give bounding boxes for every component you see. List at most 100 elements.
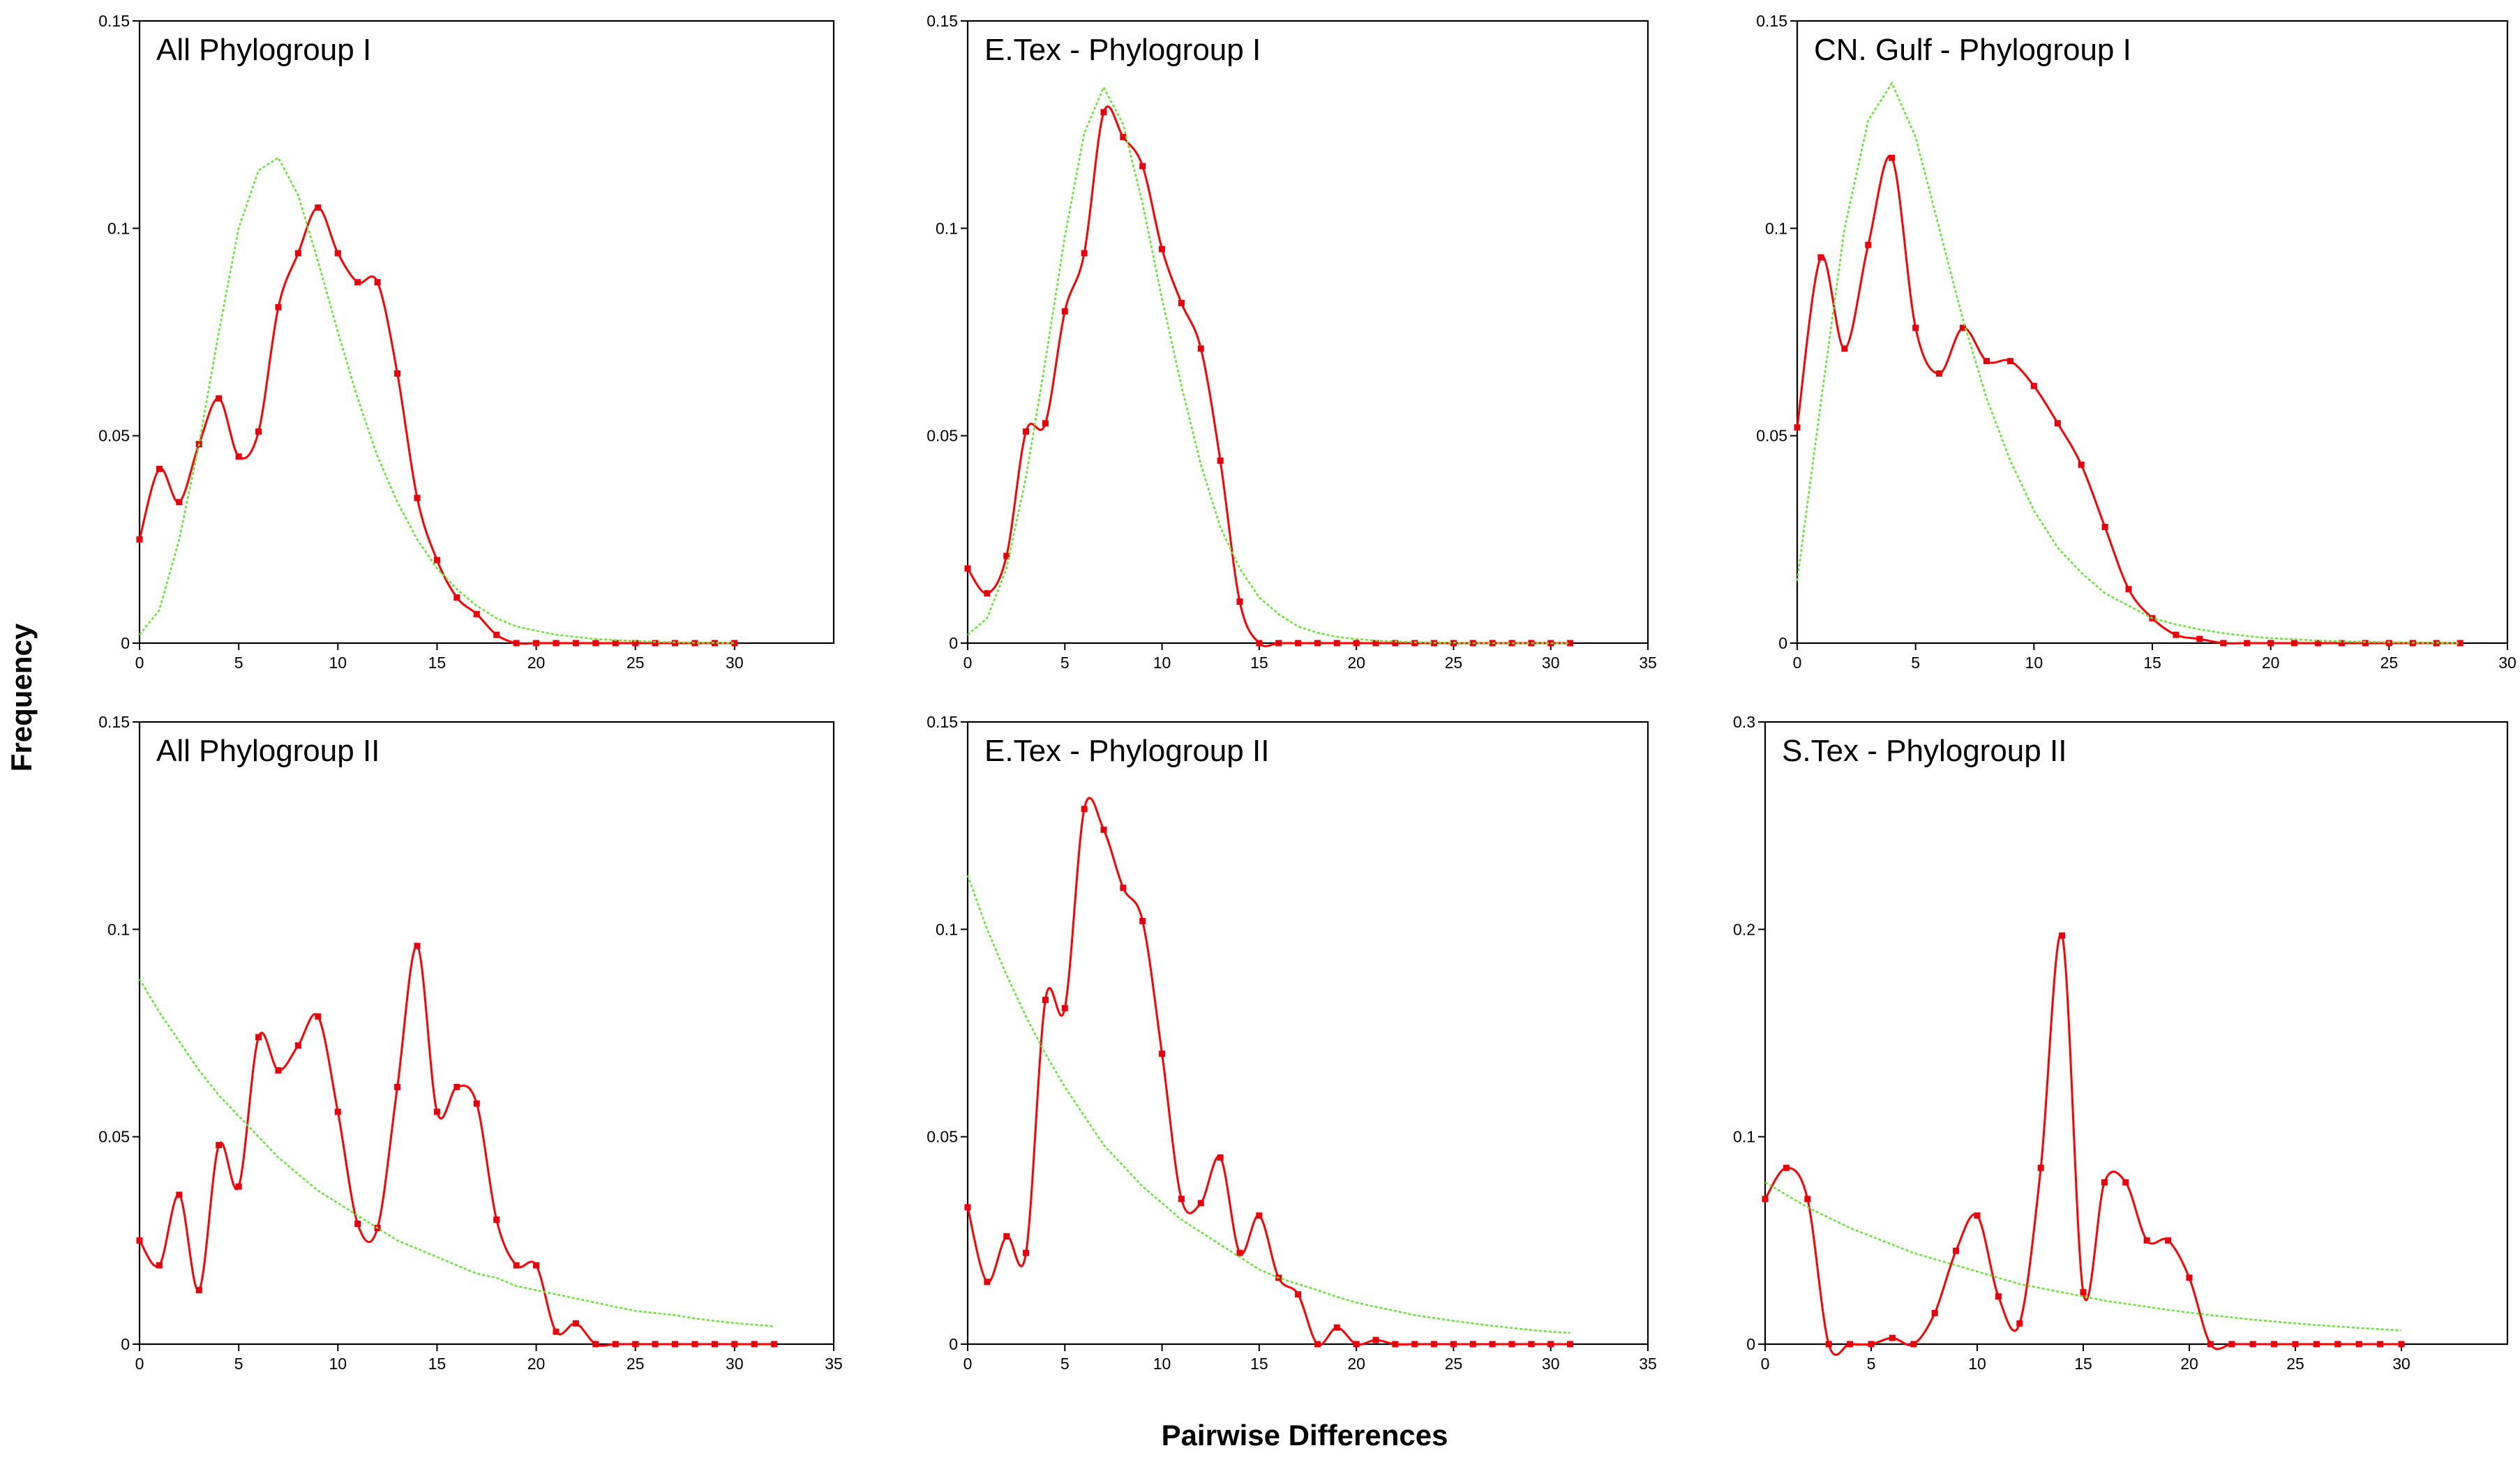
panel-title: All Phylogroup I: [156, 33, 371, 67]
observed-point: [964, 1204, 971, 1211]
observed-point: [2271, 1341, 2278, 1348]
observed-point: [136, 1237, 143, 1244]
observed-point: [1275, 640, 1282, 647]
observed-point: [2398, 1341, 2405, 1348]
y-tick-label: 0.15: [927, 12, 958, 30]
observed-point: [1372, 640, 1379, 647]
observed-point: [2362, 640, 2369, 647]
observed-point: [1178, 1196, 1185, 1203]
observed-point: [1061, 1004, 1068, 1011]
x-tick-label: 30: [2498, 654, 2517, 672]
observed-point: [156, 465, 163, 472]
observed-point: [2249, 1341, 2256, 1348]
observed-point: [334, 1108, 341, 1115]
observed-point: [433, 557, 440, 564]
observed-point: [1974, 1212, 1981, 1219]
x-tick-label: 0: [963, 654, 973, 672]
expected-series-line: [1796, 81, 2461, 645]
x-tick-label: 10: [1153, 1355, 1171, 1373]
observed-point: [1295, 640, 1302, 647]
y-tick-label: 0.15: [927, 713, 958, 731]
observed-point: [1889, 154, 1896, 161]
observed-point: [1567, 1341, 1574, 1348]
observed-point: [1825, 1341, 1832, 1348]
observed-point: [315, 204, 322, 211]
observed-point: [1865, 241, 1872, 248]
x-tick-label: 10: [329, 1355, 347, 1373]
panel-title: E.Tex - Phylogroup II: [984, 734, 1269, 768]
observed-point: [1159, 246, 1166, 253]
observed-point: [2080, 1289, 2087, 1296]
expected-series-line: [138, 156, 735, 645]
observed-point: [612, 1341, 619, 1348]
x-tick-label: 35: [825, 1355, 843, 1373]
observed-point: [1567, 640, 1574, 647]
observed-point: [2220, 640, 2227, 647]
observed-point: [275, 303, 282, 310]
x-tick-label: 30: [726, 654, 744, 672]
observed-point: [1508, 1341, 1515, 1348]
observed-point: [1528, 1341, 1535, 1348]
observed-point: [176, 1191, 183, 1198]
observed-point: [1817, 254, 1824, 261]
observed-point: [2007, 358, 2013, 365]
observed-point: [156, 1262, 163, 1269]
observed-point: [195, 1287, 202, 1294]
observed-point: [2078, 461, 2085, 468]
observed-point: [433, 1108, 440, 1115]
observed-point: [1314, 1341, 1321, 1348]
observed-point: [711, 1341, 718, 1348]
observed-point: [1081, 806, 1088, 813]
plot-frame: [1796, 20, 2509, 645]
observed-point: [2315, 640, 2322, 647]
x-tick-label: 20: [527, 1355, 546, 1373]
observed-point: [652, 640, 659, 647]
observed-point: [1042, 420, 1049, 427]
observed-point: [394, 370, 401, 377]
observed-point: [1431, 1341, 1438, 1348]
x-tick-label: 25: [1445, 1355, 1463, 1373]
observed-point: [255, 1034, 262, 1041]
y-tick-label: 0: [949, 1335, 958, 1353]
observed-point: [414, 495, 421, 502]
x-tick-label: 15: [428, 654, 447, 672]
observed-point: [2196, 635, 2203, 642]
y-tick-label: 0.05: [927, 427, 958, 445]
observed-point: [1547, 1341, 1554, 1348]
observed-point: [1936, 370, 1943, 377]
observed-point: [1295, 1291, 1302, 1298]
observed-point: [294, 1042, 301, 1049]
observed-point: [731, 640, 738, 647]
y-tick-label: 0.1: [107, 219, 130, 237]
observed-point: [1528, 640, 1535, 647]
observed-point: [1003, 552, 1010, 559]
observed-point: [255, 428, 262, 435]
observed-point: [1794, 424, 1801, 431]
x-tick-label: 10: [2025, 654, 2043, 672]
observed-point: [984, 590, 991, 597]
observed-point: [731, 1341, 738, 1348]
observed-point: [1983, 358, 1990, 365]
observed-point: [1847, 1341, 1854, 1348]
y-tick-label: 0: [121, 634, 130, 652]
observed-point: [572, 640, 579, 647]
x-tick-label: 0: [963, 1355, 973, 1373]
observed-point: [1256, 640, 1263, 647]
plot-frame: [1764, 721, 2509, 1346]
observed-point: [1256, 1212, 1263, 1219]
observed-point: [1120, 884, 1127, 891]
observed-point: [1841, 345, 1848, 352]
observed-point: [2059, 932, 2066, 939]
observed-point: [473, 610, 480, 617]
observed-point: [513, 640, 520, 647]
observed-point: [672, 1341, 679, 1348]
observed-point: [1931, 1309, 1938, 1316]
observed-point: [2334, 1341, 2341, 1348]
x-tick-label: 20: [2262, 654, 2280, 672]
panel-title: E.Tex - Phylogroup I: [984, 33, 1261, 67]
observed-point: [2165, 1237, 2172, 1244]
observed-point: [2037, 1164, 2044, 1171]
observed-point: [1489, 1341, 1496, 1348]
x-tick-label: 35: [1639, 1355, 1657, 1373]
